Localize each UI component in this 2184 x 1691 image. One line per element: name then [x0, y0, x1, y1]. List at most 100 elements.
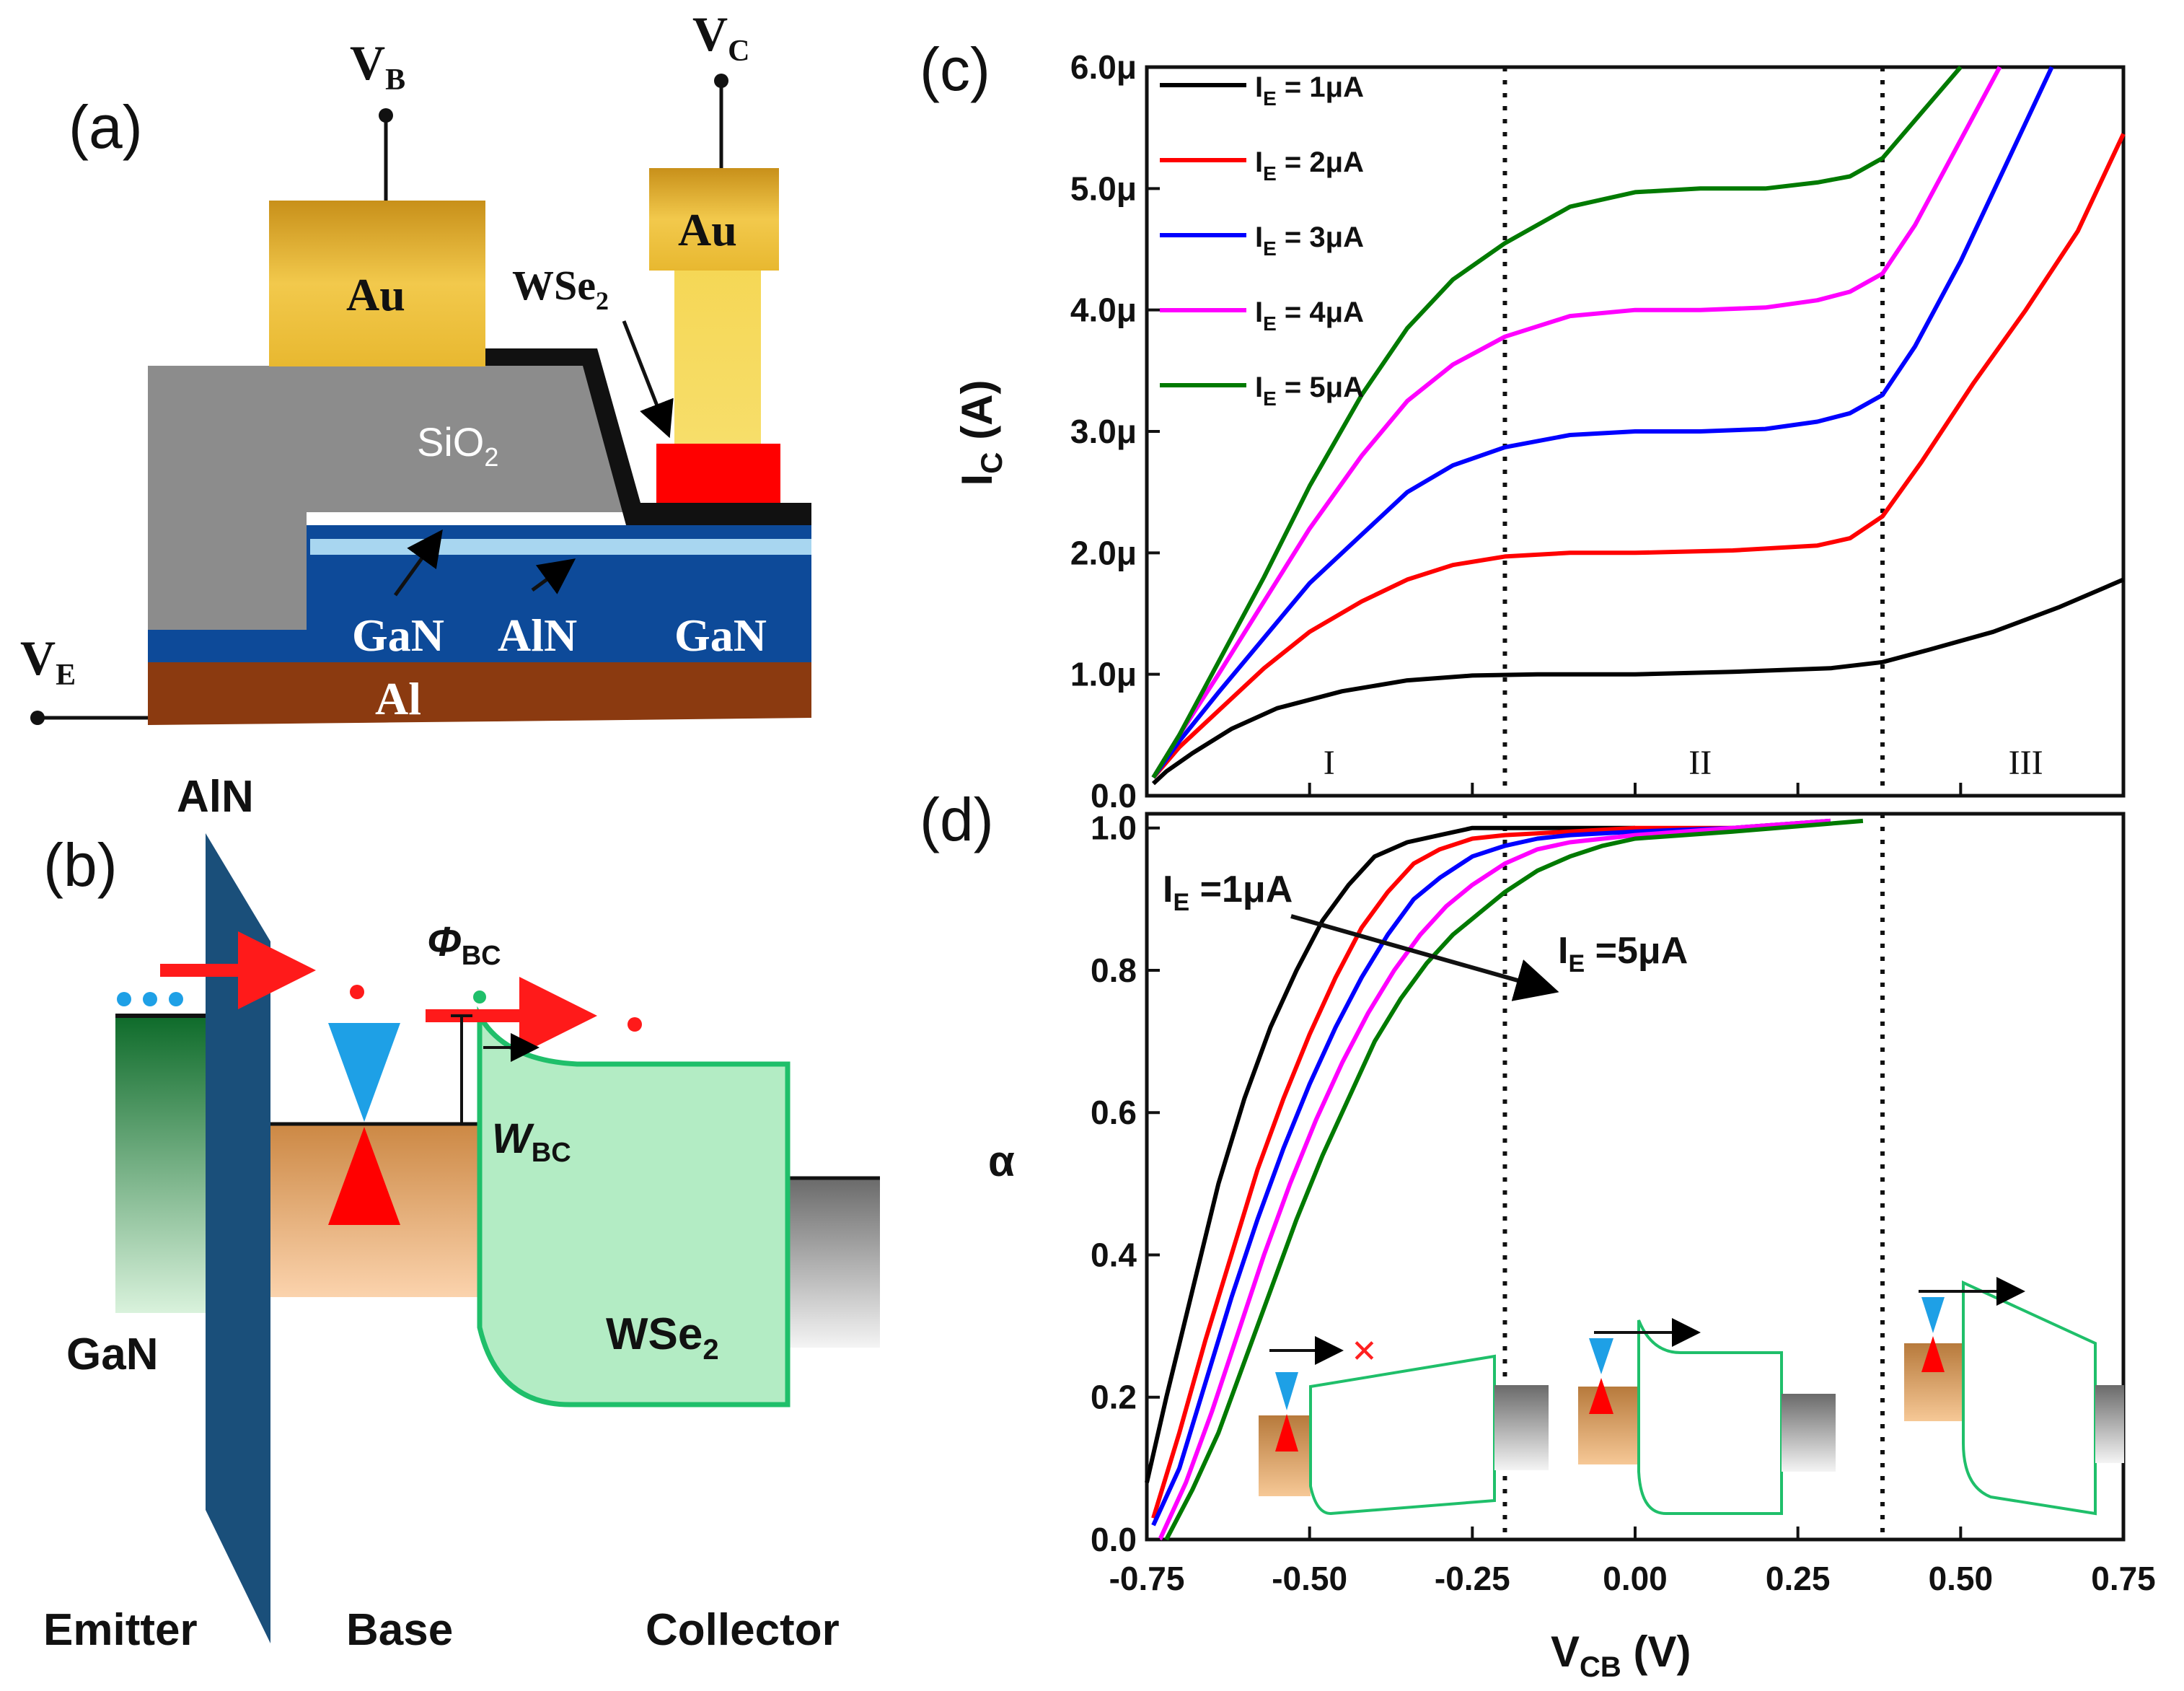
chart-d-series-line-2	[1151, 818, 1831, 1519]
panel-c: (c) 0.01.0μ2.0μ3.0μ4.0μ5.0μ6.0μ I II III I…	[920, 35, 2126, 814]
ve-label: VE	[20, 631, 76, 692]
chart-c-ylabel: IC (A)	[953, 380, 1008, 486]
chart-d-ytick-label: 0.2	[1091, 1379, 1137, 1416]
aln-label: AlN	[498, 610, 577, 661]
chart-d-ytick-label: 0.0	[1091, 1521, 1137, 1558]
vb-label: VB	[350, 35, 405, 97]
chart-c-ytick-label: 1.0μ	[1070, 656, 1137, 693]
emitter-label: Emitter	[43, 1605, 198, 1655]
w-bc-label: WBC	[492, 1115, 571, 1168]
chart-d-ylabel: α	[988, 1137, 1015, 1185]
chart-c-series-line-1	[1151, 577, 2125, 786]
chart-c-guides	[1502, 67, 1885, 796]
inset-cone-lower-icon	[1921, 1336, 1945, 1372]
wse2-region	[477, 1006, 791, 1407]
chart-d-xtick-label: -0.25	[1435, 1560, 1510, 1597]
sio2-label: SiO2	[417, 419, 498, 472]
electron-dot	[117, 992, 131, 1006]
electron-dot	[169, 992, 183, 1006]
inset-region-3	[1904, 1277, 2124, 1516]
chart-d-xtick-label: 0.25	[1766, 1560, 1831, 1597]
chart-c-legend-entry-5: IE = 5μA	[1255, 372, 1364, 410]
chart-c-region-label-1: I	[1324, 744, 1335, 782]
chart-d-ytick-label: 0.8	[1091, 952, 1137, 989]
panel-b: (b) AlN ΦBC WBC GaN	[43, 772, 880, 1655]
panel-d-label: (d)	[920, 786, 994, 853]
chart-d-ytick-label: 0.6	[1091, 1094, 1137, 1131]
dirac-cone-lower-icon	[328, 1127, 400, 1225]
inset-wse2	[1962, 1280, 2097, 1516]
chart-d-xtick-label: 0.75	[2091, 1560, 2156, 1597]
inset-collector	[2095, 1385, 2124, 1463]
chart-d-xlabel: VCB (V)	[1551, 1628, 1691, 1683]
au-right-label: Au	[678, 204, 737, 255]
vc-terminal-icon	[714, 74, 728, 88]
panel-a: (a) VB VC VE Au Au WSe2 SiO2	[20, 6, 811, 725]
chart-c-ytick-label: 6.0μ	[1070, 48, 1137, 86]
inset-collector	[1782, 1394, 1836, 1472]
panel-c-label: (c)	[920, 35, 990, 103]
wse2-layer	[483, 348, 811, 525]
collector-label: Collector	[646, 1605, 840, 1655]
chart-c-ytick-label: 3.0μ	[1070, 413, 1137, 450]
inset-collector	[1494, 1385, 1549, 1470]
al-label: Al	[375, 673, 421, 724]
panel-d: (d) ✕ 0.00.	[920, 786, 2156, 1683]
chart-c-region-labels: I II III	[1324, 744, 2043, 782]
chart-c-series-line-5	[1151, 66, 1963, 779]
base-label: Base	[346, 1605, 453, 1655]
aln-barrier	[206, 833, 270, 1643]
chart-d-xtick-label: 0.00	[1603, 1560, 1668, 1597]
vc-label: VC	[692, 6, 749, 68]
chart-c-series-line-3	[1151, 66, 2054, 779]
inset-cone-upper-icon	[1275, 1372, 1298, 1410]
aln-top-label: AlN	[177, 772, 254, 822]
chart-c-region-label-2: II	[1688, 744, 1712, 782]
au-left-label: Au	[346, 269, 405, 320]
chart-c-ytick-label: 0.0	[1091, 777, 1137, 814]
chart-c-region-label-3: III	[2009, 744, 2043, 782]
chart-d-xtick-label: -0.50	[1272, 1560, 1347, 1597]
inset-cone-lower-icon	[1275, 1414, 1298, 1451]
ve-terminal-icon	[30, 711, 45, 725]
wse2-band-label: WSe2	[606, 1309, 719, 1366]
chart-d-xtick-label: -0.75	[1109, 1560, 1185, 1597]
blocked-cross-icon: ✕	[1351, 1334, 1378, 1369]
red-contact	[656, 444, 780, 503]
emitter-block	[115, 1016, 216, 1313]
chart-c-ytick-label: 2.0μ	[1070, 534, 1137, 571]
chart-d-series-line-5	[1164, 818, 1864, 1541]
gan-band-label: GaN	[66, 1330, 158, 1379]
wse2-pointer	[622, 320, 674, 439]
chart-d-series-line-1	[1145, 825, 1635, 1483]
chart-c-legend-entry-2: IE = 2μA	[1255, 146, 1364, 185]
annotation-ie-5: IE =5μA	[1558, 930, 1688, 978]
au-right-top	[649, 168, 779, 271]
chart-c-ytick-label: 4.0μ	[1070, 291, 1137, 329]
chart-c-legend-entry-4: IE = 4μA	[1255, 297, 1364, 335]
annotation-ie-1: IE =1μA	[1163, 869, 1293, 916]
vb-terminal-icon	[379, 108, 393, 123]
hole-dot	[350, 985, 364, 999]
electron-dot	[143, 992, 157, 1006]
inset-cone-lower-icon	[1589, 1378, 1613, 1414]
chart-d-series-line-4	[1158, 818, 1831, 1541]
al-layer	[148, 662, 811, 725]
inset-region-2	[1578, 1318, 1836, 1515]
sio2-block	[148, 366, 635, 630]
dirac-cone-upper-icon	[328, 1023, 400, 1122]
aln-layer	[310, 539, 811, 555]
inset-cone-upper-icon	[1589, 1338, 1613, 1374]
chart-d-series	[1145, 818, 1864, 1541]
hole-dot	[628, 1017, 642, 1032]
chart-d-series-line-3	[1151, 818, 1831, 1527]
wse2-label: WSe2	[512, 262, 609, 315]
chart-c-series	[1151, 66, 2126, 786]
chart-d-xticks: -0.75 -0.50 -0.25 0.00 0.25 0.50 0.75	[1109, 1527, 2156, 1597]
chart-c-series-line-4	[1151, 66, 2002, 779]
gan-left-label: GaN	[352, 610, 444, 661]
chart-c-ytick-label: 5.0μ	[1070, 170, 1137, 207]
trend-arrow	[1290, 914, 1559, 1001]
chart-c-legend: IE = 1μA IE = 2μA IE = 3μA IE = 4μA IE = 5μA	[1160, 71, 1364, 410]
